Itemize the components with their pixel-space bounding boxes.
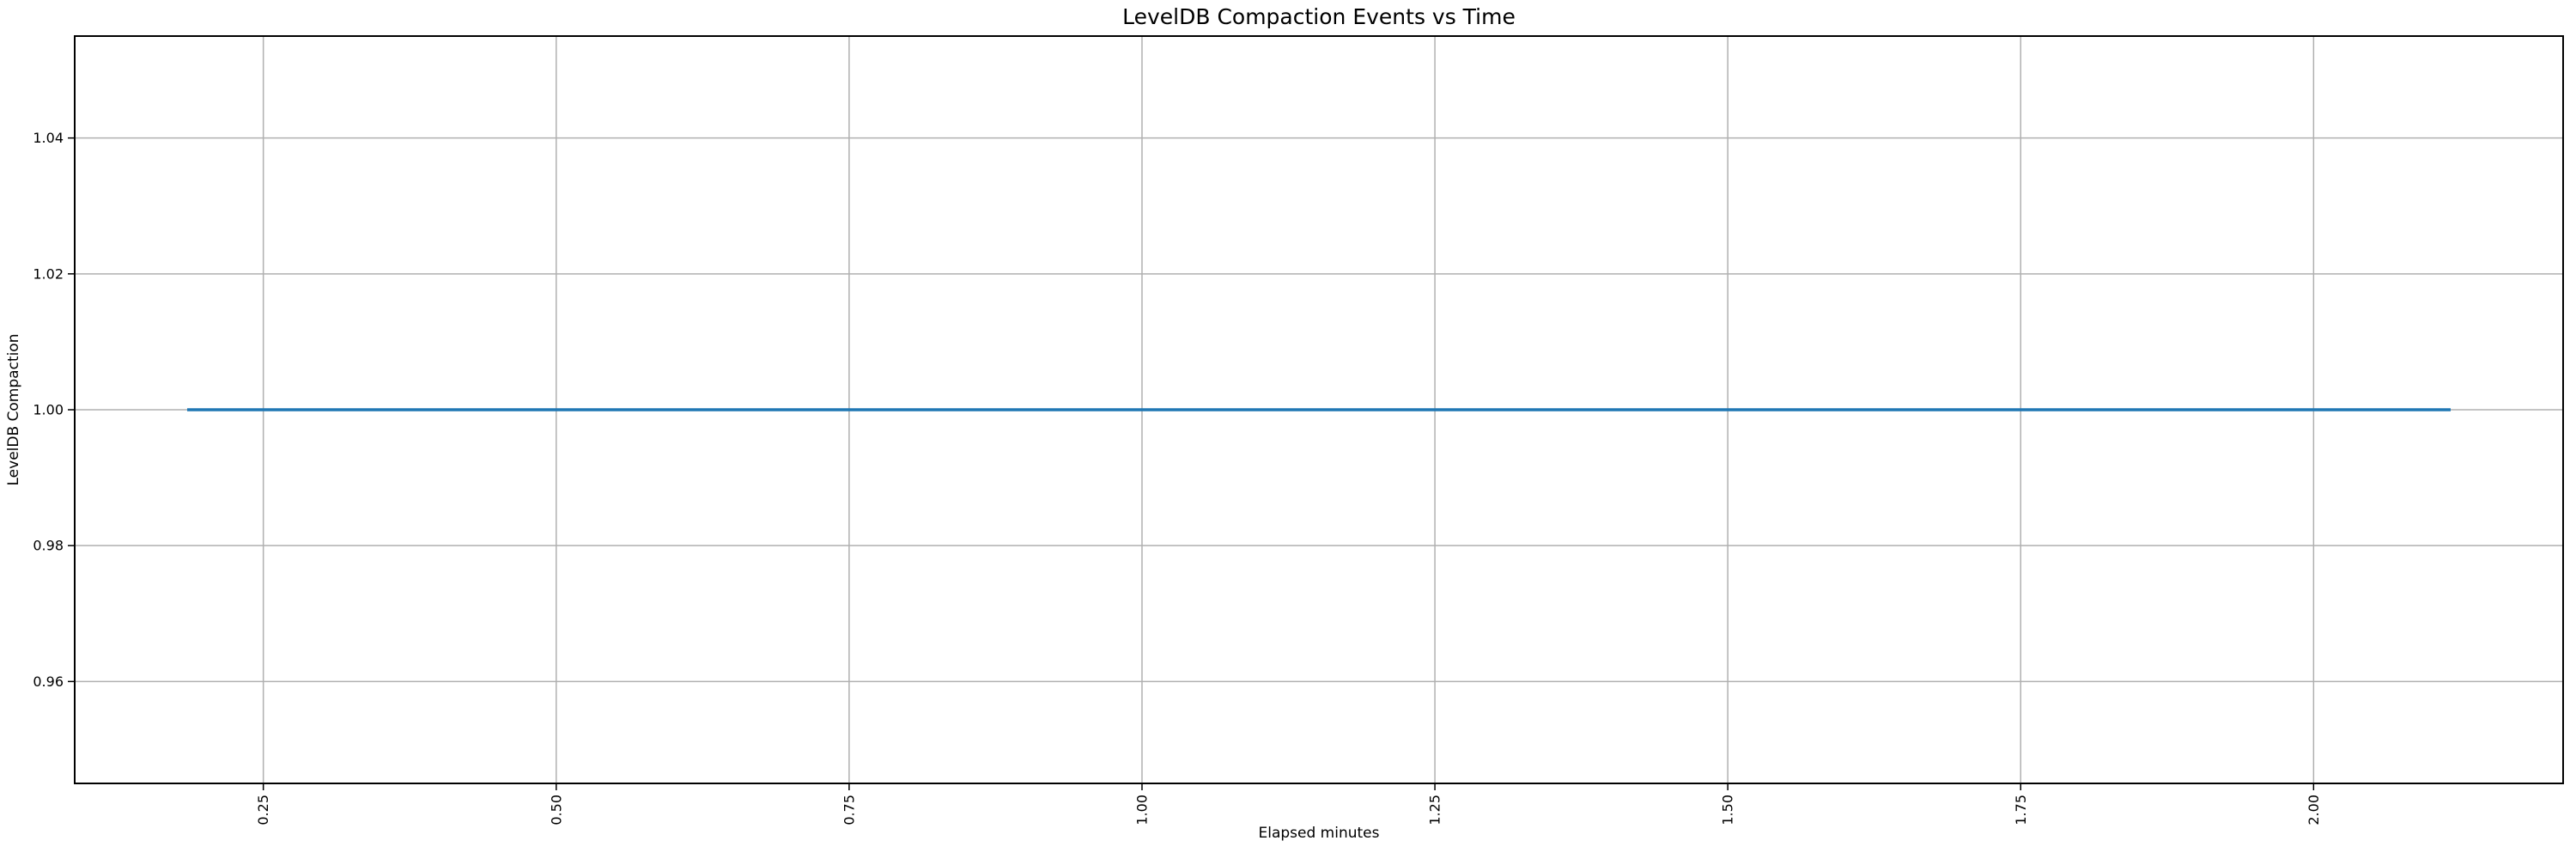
x-tick-label: 1.00 bbox=[1133, 795, 1150, 825]
x-tick-label: 1.50 bbox=[1720, 795, 1736, 825]
y-tick-label: 0.96 bbox=[33, 673, 64, 690]
x-tick-label: 0.75 bbox=[841, 795, 857, 825]
y-tick-label: 1.00 bbox=[33, 402, 64, 418]
x-tick-label: 0.25 bbox=[255, 795, 271, 825]
x-tick-label: 2.00 bbox=[2306, 795, 2322, 825]
x-tick-label: 1.25 bbox=[1427, 795, 1443, 825]
y-tick-label: 0.98 bbox=[33, 538, 64, 554]
y-tick-label: 1.02 bbox=[33, 265, 64, 282]
x-axis-label: Elapsed minutes bbox=[1258, 825, 1380, 842]
y-tick-label: 1.04 bbox=[33, 130, 64, 146]
x-tick-label: 1.75 bbox=[2013, 795, 2029, 825]
x-tick-label: 0.50 bbox=[548, 795, 564, 825]
chart-title: LevelDB Compaction Events vs Time bbox=[1122, 4, 1516, 29]
